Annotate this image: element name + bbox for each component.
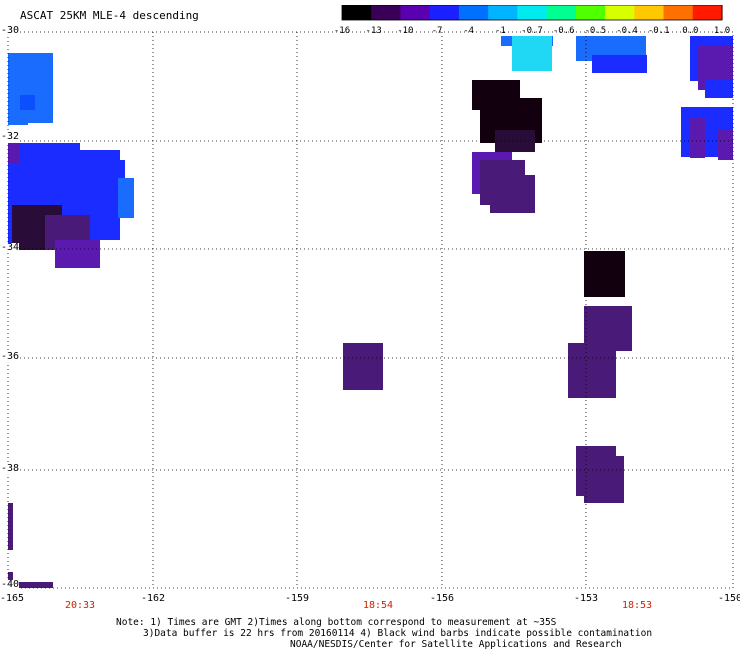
lat-label-40: -40: [1, 579, 20, 590]
colorbar-tick-label: -0.7: [521, 26, 543, 36]
colorbar-border: [341, 5, 723, 21]
note-line-1: Note: 1) Times are GMT 2)Times along bot…: [116, 617, 557, 628]
lat-label-34: -34: [1, 242, 20, 253]
swath-block: [118, 178, 134, 218]
colorbar-segment: [634, 5, 665, 20]
lon-label-150: -150: [717, 593, 740, 604]
swath-block: [690, 118, 705, 158]
colorbar-tick-label: 0.0: [682, 26, 699, 36]
lon-label-162: -162: [140, 593, 166, 604]
gridlines: [8, 32, 733, 588]
swath-block: [495, 130, 535, 152]
swath-block: [490, 175, 535, 213]
lon-label-159: -159: [284, 593, 310, 604]
swath-block: [343, 343, 383, 390]
time-label-2: 18:54: [362, 600, 394, 611]
colorbar-segment: [692, 5, 723, 20]
colorbar-segment: [342, 5, 372, 20]
colorbar-tick-label: -0.1: [647, 26, 670, 36]
swath-block: [20, 95, 35, 110]
swath-block: [584, 251, 625, 297]
colorbar-tick-label: -1: [494, 26, 506, 36]
swath-block: [8, 503, 13, 550]
colorbar-segment: [605, 5, 635, 20]
colorbar-segment: [517, 5, 548, 20]
swath-block: [8, 582, 53, 588]
lon-label-153: -153: [573, 593, 599, 604]
lat-label-30: -30: [1, 25, 20, 36]
note-line-3: NOAA/NESDIS/Center for Satellite Applica…: [290, 639, 622, 650]
plot-frame: [7, 31, 734, 589]
note-line-2: 3)Data buffer is 22 hrs from 20160114 4)…: [143, 628, 653, 639]
colorbar-segment: [458, 5, 489, 20]
lat-label-36: -36: [1, 351, 20, 362]
swath-layer: [8, 36, 733, 588]
lon-label-165: -165: [0, 593, 25, 604]
colorbar-tick-label: -0.4: [616, 26, 638, 36]
colorbar-segment: [429, 5, 460, 20]
swath-block: [8, 143, 20, 163]
colorbar-segment: [488, 5, 518, 20]
swath-block: [584, 456, 624, 503]
time-label-1: 20:33: [64, 600, 96, 611]
swath-block: [592, 55, 647, 73]
colorbar-segment: [575, 5, 606, 20]
colorbar-tick-label: -0.5: [584, 26, 607, 36]
swath-block: [705, 80, 733, 98]
swath-block: [512, 36, 552, 71]
lon-label-156: -156: [429, 593, 455, 604]
colorbar-segment: [400, 5, 431, 20]
swath-block: [55, 240, 100, 268]
colorbar-tick-label: -16: [333, 26, 351, 36]
swath-block: [568, 343, 616, 398]
time-label-3: 18:53: [621, 600, 653, 611]
lat-label-38: -38: [1, 463, 20, 474]
swath-block: [718, 130, 733, 160]
colorbar: [341, 5, 723, 21]
map-title: ASCAT 25KM MLE-4 descending: [20, 9, 199, 22]
colorbar-tick-label: -10: [397, 26, 414, 36]
colorbar-segment: [546, 5, 577, 20]
lat-label-32: -32: [1, 131, 20, 142]
colorbar-tick-label: -13: [365, 26, 382, 36]
colorbar-tick-label: -7: [431, 26, 443, 36]
colorbar-tick-label: 1.0: [713, 26, 731, 36]
colorbar-tick-label: -4: [463, 26, 475, 36]
colorbar-segment: [663, 5, 694, 20]
colorbar-tick-label: -0.6: [552, 26, 575, 36]
colorbar-segment: [371, 5, 402, 20]
